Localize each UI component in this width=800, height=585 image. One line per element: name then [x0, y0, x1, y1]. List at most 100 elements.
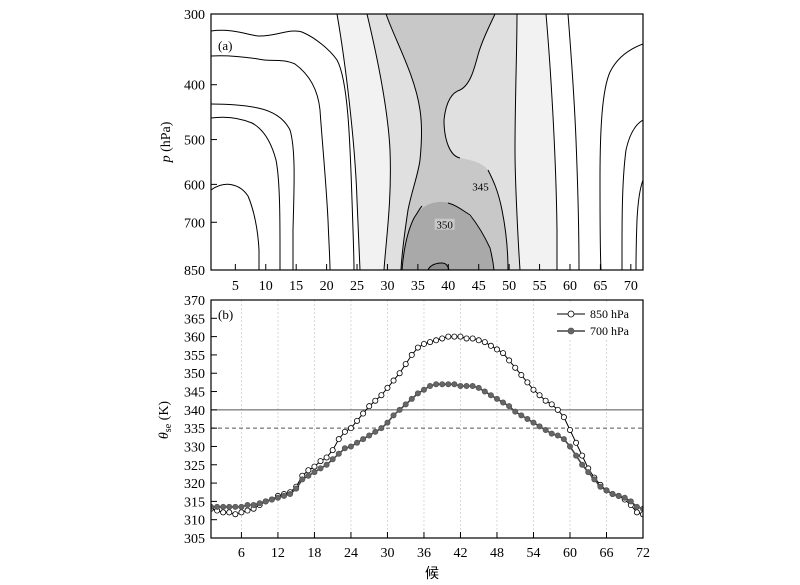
data-point [475, 384, 482, 391]
contour-line [211, 183, 260, 270]
contour-label-bg [470, 180, 491, 192]
data-point [457, 383, 464, 390]
data-point [518, 412, 525, 419]
series-line [211, 336, 643, 515]
data-point [621, 494, 628, 501]
x-tick-label: 18 [307, 546, 321, 561]
data-point [220, 509, 227, 516]
data-point [372, 397, 379, 404]
data-point [408, 351, 415, 358]
data-point [481, 339, 488, 346]
data-point [335, 450, 342, 457]
y-tick-label: 365 [184, 312, 205, 327]
data-point [293, 485, 300, 492]
x-tick-label: 12 [271, 546, 285, 561]
legend-label: 850 hPa [590, 307, 630, 321]
data-point [433, 381, 440, 388]
data-point [354, 439, 361, 446]
data-point [214, 503, 221, 510]
data-point [347, 443, 354, 450]
data-point [493, 395, 500, 402]
legend-marker [567, 310, 575, 318]
data-point [633, 503, 640, 510]
x-tick-label: 42 [453, 546, 467, 561]
panel-b-ylabel-var: θ [157, 432, 172, 439]
data-point [323, 454, 330, 461]
contour-line [401, 205, 423, 270]
x-tick-label: 5 [232, 279, 239, 294]
contour-label: 350 [436, 220, 453, 232]
contour-line [336, 14, 361, 270]
data-point [487, 342, 494, 349]
x-tick-label: 36 [417, 546, 431, 561]
data-point [640, 505, 643, 512]
data-point [262, 498, 269, 505]
data-point [487, 392, 494, 399]
y-tick-label: 320 [184, 477, 205, 492]
data-point [579, 452, 586, 459]
data-point [439, 381, 446, 388]
data-point [287, 491, 294, 498]
panel-b-xlabel: 候 [425, 566, 439, 582]
y-tick-label: 310 [184, 514, 205, 529]
data-point [341, 445, 348, 452]
x-tick-label: 40 [441, 279, 455, 294]
data-point [402, 401, 409, 408]
y-tick-label: 400 [184, 79, 205, 94]
y-tick-label: 700 [184, 216, 205, 231]
data-point [244, 507, 251, 514]
data-point [408, 395, 415, 402]
y-tick-label: 355 [184, 349, 205, 364]
data-point [414, 344, 421, 351]
panel-a-tag: (a) [218, 38, 232, 53]
data-point [378, 392, 385, 399]
y-tick-label: 850 [184, 264, 205, 279]
data-point [414, 390, 421, 397]
legend-label: 700 hPa [590, 324, 630, 338]
data-point [372, 428, 379, 435]
data-point [238, 503, 245, 510]
data-point [463, 335, 470, 342]
legend-box [552, 303, 641, 339]
data-point [232, 511, 239, 518]
data-point [329, 447, 336, 454]
contour-line [447, 202, 495, 270]
panel-b-ylabel-unit: (K) [157, 401, 172, 424]
data-point [305, 467, 312, 474]
data-point [627, 498, 634, 505]
contour-line [211, 29, 355, 270]
panel-b-tag: (b) [218, 307, 233, 322]
contour-label: 345 [472, 181, 489, 193]
data-point [560, 414, 567, 421]
data-point [360, 436, 367, 443]
data-point [530, 386, 537, 393]
data-point [238, 509, 245, 516]
data-point [640, 511, 643, 518]
legend: 850 hPa 700 hPa [552, 303, 641, 339]
x-tick-label: 65 [593, 279, 607, 294]
x-tick-label: 30 [380, 279, 394, 294]
data-point [256, 500, 263, 507]
data-point [311, 469, 318, 476]
data-point [512, 408, 519, 415]
data-point [469, 335, 476, 342]
x-tick-label: 50 [502, 279, 516, 294]
data-point [536, 392, 543, 399]
data-point [603, 487, 610, 494]
data-point [396, 370, 403, 377]
data-point [427, 339, 434, 346]
contour-fill-350 [402, 201, 494, 270]
data-point [402, 361, 409, 368]
contour-line [599, 43, 643, 270]
data-point [220, 503, 227, 510]
data-point [384, 384, 391, 391]
x-tick-label: 10 [259, 279, 273, 294]
data-point [281, 492, 288, 499]
data-point [433, 337, 440, 344]
data-point [317, 458, 324, 465]
data-point [536, 423, 543, 430]
data-point [305, 472, 312, 479]
data-point [274, 494, 281, 501]
